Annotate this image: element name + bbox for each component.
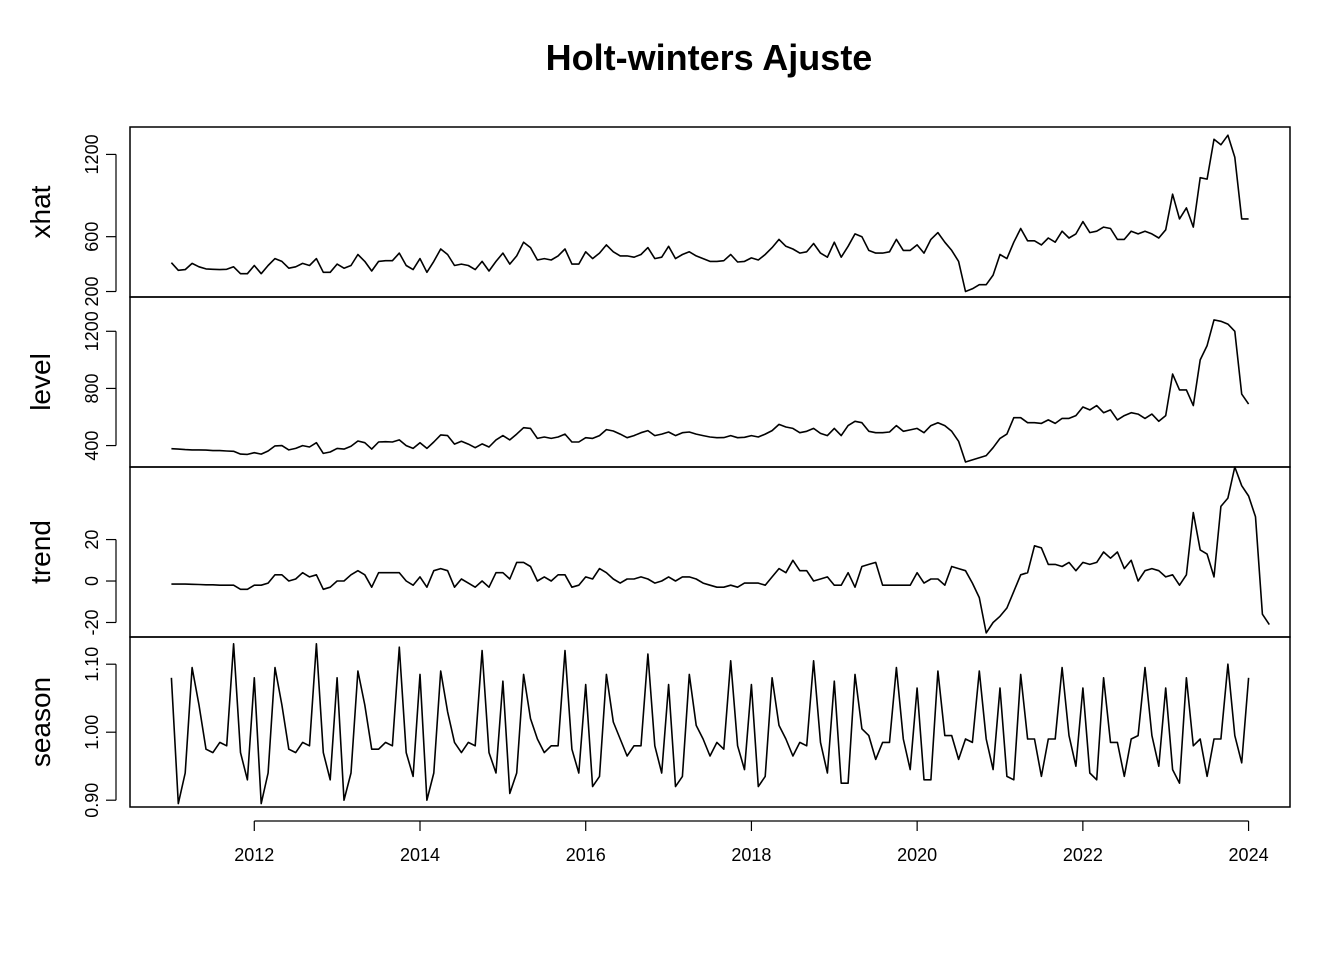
y-axis-label-trend: trend xyxy=(25,520,56,584)
panel-xhat: 200 600 1200 xhat xyxy=(25,126,1291,307)
panel-frame-trend xyxy=(129,466,1291,638)
y-tick-label-xhat: 600 xyxy=(82,222,102,252)
x-tick-label: 2020 xyxy=(897,845,937,865)
panels-group: 200 600 1200 xhat 400 800 1200 level -20 0 20 trend… xyxy=(25,126,1291,818)
y-axis-label-level: level xyxy=(25,353,56,411)
panel-frame-level xyxy=(129,296,1291,468)
panel-trend: -20 0 20 trend xyxy=(25,466,1291,638)
x-tick-label: 2014 xyxy=(400,845,440,865)
y-tick-label-trend: -20 xyxy=(82,609,102,635)
y-tick-label-xhat: 1200 xyxy=(82,134,102,174)
y-axis-label-season: season xyxy=(25,677,56,767)
y-tick-label-season: 1.00 xyxy=(82,715,102,750)
panel-frame-season xyxy=(129,636,1291,808)
x-axis: 2012 2014 2016 2018 2020 2022 2024 xyxy=(234,820,1269,865)
series-line-xhat xyxy=(170,134,1249,293)
y-tick-label-season: 0.90 xyxy=(82,783,102,818)
y-tick-label-level: 1200 xyxy=(82,311,102,351)
x-tick-label: 2012 xyxy=(234,845,274,865)
y-tick-label-xhat: 200 xyxy=(82,276,102,306)
x-tick-label: 2024 xyxy=(1229,845,1269,865)
y-tick-label-level: 800 xyxy=(82,373,102,403)
series-line-season xyxy=(170,642,1250,805)
x-tick-label: 2018 xyxy=(731,845,771,865)
y-tick-label-trend: 0 xyxy=(82,576,102,586)
chart-title: Holt-winters Ajuste xyxy=(546,37,873,78)
panel-frame-xhat xyxy=(129,126,1291,298)
series-line-level xyxy=(171,319,1250,463)
y-axis-label-xhat: xhat xyxy=(25,185,56,238)
panel-season: 0.90 1.00 1.10 season xyxy=(25,636,1291,818)
y-tick-label-level: 400 xyxy=(82,431,102,461)
y-tick-label-trend: 20 xyxy=(82,530,102,550)
panel-level: 400 800 1200 level xyxy=(25,296,1291,468)
y-tick-label-season: 1.10 xyxy=(82,647,102,682)
x-tick-label: 2022 xyxy=(1063,845,1103,865)
series-line-trend xyxy=(171,466,1270,634)
x-tick-label: 2016 xyxy=(566,845,606,865)
